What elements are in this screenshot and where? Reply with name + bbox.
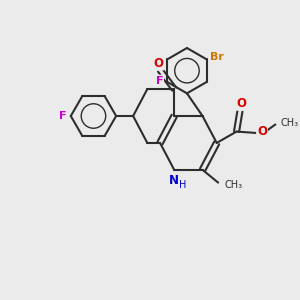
Text: N: N [169,174,178,187]
Text: CH₃: CH₃ [224,180,242,190]
Text: O: O [236,97,246,110]
Text: Br: Br [210,52,224,62]
Text: O: O [154,56,164,70]
Text: CH₃: CH₃ [280,118,298,128]
Text: F: F [59,111,67,121]
Text: F: F [156,76,163,85]
Text: H: H [179,180,186,190]
Text: O: O [257,125,267,138]
